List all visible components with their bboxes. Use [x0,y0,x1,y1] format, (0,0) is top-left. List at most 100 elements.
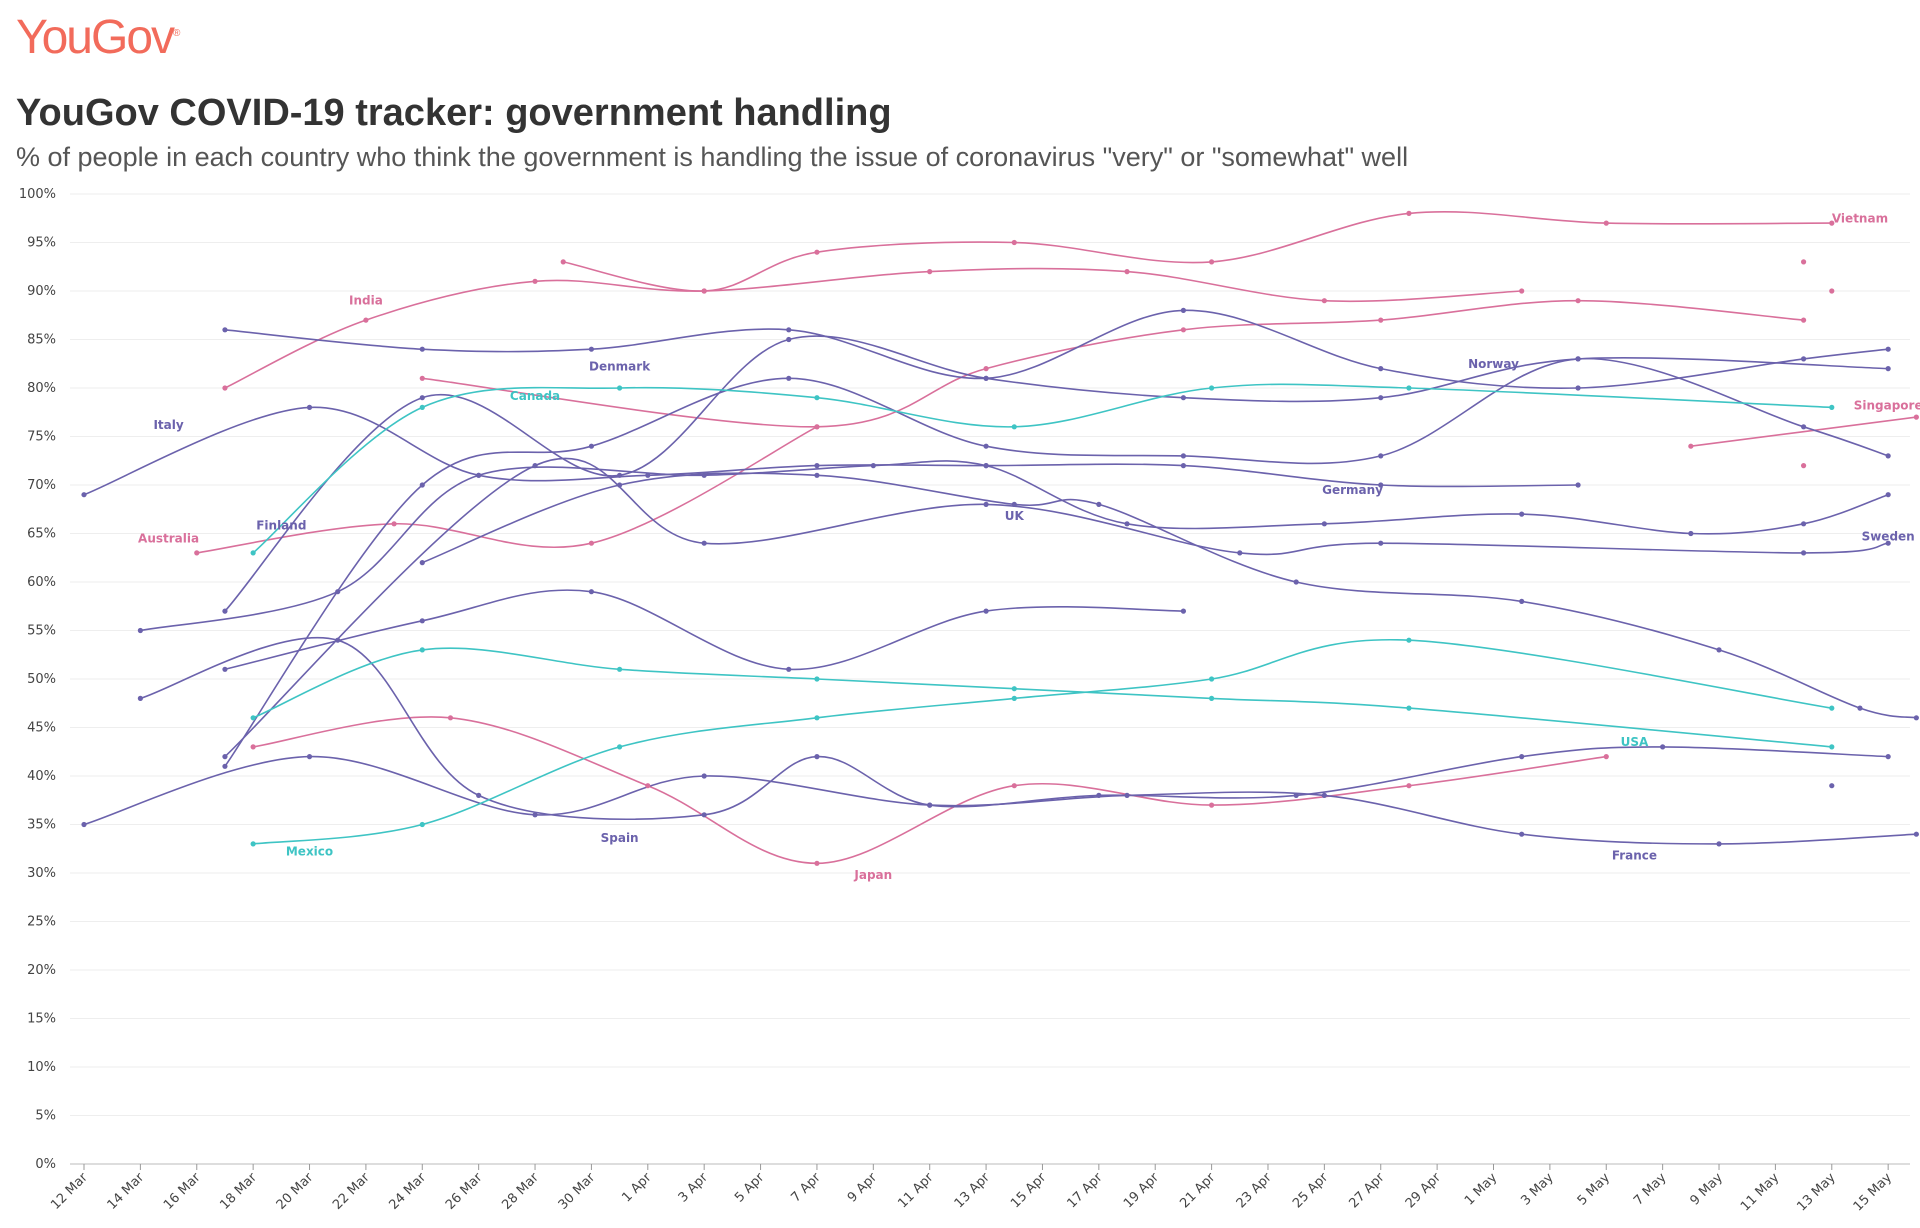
data-point [1180,395,1187,401]
data-point [560,259,566,265]
data-point [617,744,623,750]
data-point [391,521,397,527]
data-point [1688,443,1694,449]
data-point [81,492,87,498]
data-point [1293,579,1299,585]
y-tick-label: 60% [27,575,56,590]
series-line-australia [196,426,818,554]
data-point [532,812,538,818]
data-point [786,327,792,333]
data-point [222,763,228,769]
data-point [927,269,933,275]
yougov-logo: YouGov® [16,11,181,64]
data-point [1011,695,1017,702]
data-point [1124,792,1130,799]
data-point [814,676,820,682]
data-point [983,463,989,469]
y-tick-label: 45% [27,721,56,736]
data-point [1406,705,1412,711]
data-point [1378,317,1384,323]
series-label-australia: Australia [138,531,199,545]
y-tick-label: 0% [35,1157,56,1172]
data-point [1321,792,1327,799]
x-tick-label: 7 Apr [788,1170,824,1206]
series-label-india: India [349,294,383,308]
data-point [532,463,538,469]
x-tick-label: 30 Mar [556,1170,599,1213]
y-tick-label: 85% [27,333,56,348]
data-point [701,288,707,294]
x-tick-label: 17 Apr [1065,1170,1107,1212]
y-tick-label: 90% [27,284,56,299]
data-point [588,540,595,546]
data-point [1885,754,1891,760]
data-point [814,754,820,760]
y-tick-label: 100% [19,187,56,202]
series-line-spain [140,636,1889,820]
data-point [250,841,256,847]
data-point [617,482,623,488]
data-point [588,443,595,449]
data-point [222,385,228,391]
x-tick-label: 28 Mar [499,1170,542,1213]
data-point [983,375,989,381]
data-point [701,773,707,779]
data-points [81,210,1919,866]
data-point [1124,269,1130,275]
data-point [814,395,820,401]
x-tick-label: 13 May [1794,1170,1838,1214]
y-tick-label: 40% [27,769,56,784]
data-point [1011,686,1017,692]
data-point [645,472,651,478]
series-line-vietnam [563,210,1832,292]
data-point [1800,424,1807,430]
isolated-data-point [1829,288,1835,294]
data-point [1716,841,1722,847]
data-point [870,463,876,469]
data-point [1378,453,1384,459]
data-point [1180,463,1187,469]
data-point [1913,414,1919,420]
series-label-singapore: Singapore [1854,398,1920,412]
x-tick-label: 3 May [1518,1170,1557,1209]
data-point [1913,831,1919,837]
isolated-data-point [1800,463,1807,469]
x-tick-label: 15 Apr [1008,1170,1050,1212]
isolated-data-point [1829,783,1835,789]
x-tick-label: 9 Apr [845,1170,881,1206]
x-tick-label: 1 Apr [619,1170,655,1206]
data-point [419,395,425,401]
data-point [1209,695,1215,702]
series-label-japan: Japan [853,868,892,882]
data-point [1406,637,1412,643]
data-point [1885,366,1891,372]
y-tick-label: 30% [27,866,56,881]
data-point [1575,298,1581,304]
data-point [1519,511,1525,517]
data-point [983,366,989,372]
data-point [701,540,707,546]
series-label-sweden: Sweden [1862,529,1915,543]
data-point [1829,705,1835,711]
data-point [419,346,425,352]
data-point [306,404,313,410]
x-axis-ticks: 12 Mar 14 Mar 16 Mar 18 Mar 20 Mar 22 Mar 24 M… [48,1164,1895,1214]
data-point [1800,521,1807,527]
series-line-usa [252,647,1832,748]
data-point [222,327,228,333]
data-point [1011,501,1017,507]
data-point [1603,754,1609,760]
x-tick-label: 22 Mar [330,1170,373,1213]
chart-subtitle: % of people in each country who think th… [16,142,1409,172]
data-point [1406,385,1412,391]
y-tick-label: 25% [27,915,56,930]
series-line-unlabeled [224,589,1184,671]
x-tick-label: 27 Apr [1346,1170,1388,1212]
data-point [81,821,87,828]
series-labels: Vietnam India Singapore Australia Japan Denma… [138,211,1920,882]
data-point [1829,744,1835,750]
data-point [1180,307,1187,313]
x-tick-label: 1 May [1462,1170,1501,1209]
data-point [1209,259,1215,265]
series-line-denmark [224,309,1889,389]
